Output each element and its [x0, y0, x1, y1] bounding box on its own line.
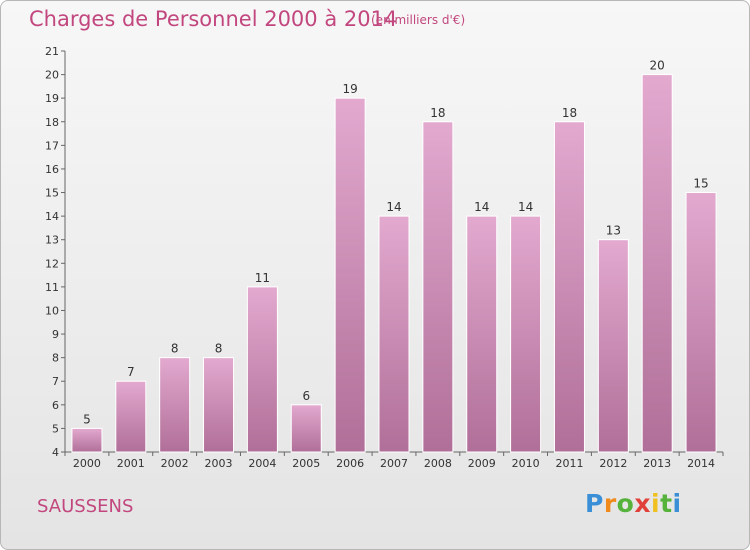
- data-label-2000: 5: [83, 412, 91, 426]
- y-tick-label: 6: [52, 399, 59, 412]
- x-tick-label: 2004: [248, 457, 276, 470]
- x-tick-label: 2001: [117, 457, 145, 470]
- bar-2005: [290, 404, 322, 453]
- x-tick-label: 2008: [424, 457, 452, 470]
- data-label-2005: 6: [302, 389, 310, 403]
- bar-2006: [334, 97, 366, 453]
- x-tick-label: 2013: [643, 457, 671, 470]
- data-label-2007: 14: [386, 200, 401, 214]
- bar-2008: [422, 121, 454, 453]
- y-tick-label: 13: [45, 234, 59, 247]
- y-tick-label: 11: [45, 281, 59, 294]
- commune-name: SAUSSENS: [37, 496, 134, 517]
- logo-letter: x: [634, 489, 651, 518]
- data-label-2013: 20: [650, 59, 665, 73]
- bar-2012: [597, 239, 629, 453]
- chart-title: Charges de Personnel 2000 à 2014: [29, 7, 398, 31]
- x-tick-label: 2002: [161, 457, 189, 470]
- bar-2010: [510, 215, 542, 453]
- y-tick-label: 4: [52, 446, 59, 459]
- y-tick-label: 18: [45, 116, 59, 129]
- y-tick-label: 10: [45, 304, 59, 317]
- x-tick-label: 2003: [205, 457, 233, 470]
- y-tick-label: 17: [45, 139, 59, 152]
- x-tick-label: 2011: [555, 457, 583, 470]
- bar-2011: [553, 121, 585, 453]
- bar-2014: [685, 192, 717, 453]
- bar-2000: [71, 427, 103, 453]
- bar-2007: [378, 215, 410, 453]
- y-tick-label: 8: [52, 352, 59, 365]
- bar-2013: [641, 74, 673, 453]
- x-tick-label: 2000: [73, 457, 101, 470]
- y-tick-label: 7: [52, 375, 59, 388]
- y-tick-label: 15: [45, 187, 59, 200]
- logo-letter: i: [651, 489, 661, 518]
- x-tick-label: 2010: [512, 457, 540, 470]
- data-label-2002: 8: [171, 342, 179, 356]
- data-label-2011: 18: [562, 106, 577, 120]
- x-tick-label: 2006: [336, 457, 364, 470]
- logo-letter: P: [585, 489, 604, 518]
- x-tick-label: 2012: [599, 457, 627, 470]
- logo-letter: t: [660, 489, 673, 518]
- y-tick-label: 12: [45, 257, 59, 270]
- y-tick-label: 5: [52, 422, 59, 435]
- logo-letter: r: [603, 489, 617, 518]
- data-label-2009: 14: [474, 200, 489, 214]
- chart-data-labels: 5 7 8 8 11 6 19 14 18 14 14 18 13 20 15: [83, 59, 709, 427]
- y-tick-label: 21: [45, 45, 59, 58]
- chart-axes: 4 5 6 7 8 9 10 11 12 13 14 15 16 17 18 19 20 21 2000 2001 20…: [45, 45, 724, 470]
- chart-bars: [71, 74, 717, 453]
- data-label-2003: 8: [215, 342, 223, 356]
- y-tick-label: 16: [45, 163, 59, 176]
- logo-letter: o: [616, 489, 635, 518]
- y-tick-label: 14: [45, 210, 59, 223]
- data-label-2004: 11: [255, 271, 270, 285]
- chart-unit-note: (en milliers d'€): [371, 13, 466, 27]
- proxiti-logo[interactable]: Proxiti: [585, 489, 682, 518]
- x-tick-label: 2014: [687, 457, 715, 470]
- bar-2003: [203, 357, 235, 453]
- data-label-2010: 14: [518, 200, 533, 214]
- data-label-2006: 19: [342, 82, 357, 96]
- x-tick-label: 2005: [292, 457, 320, 470]
- y-tick-label: 20: [45, 69, 59, 82]
- bar-2004: [246, 286, 278, 453]
- y-tick-label: 19: [45, 92, 59, 105]
- data-label-2014: 15: [693, 177, 708, 191]
- x-tick-label: 2007: [380, 457, 408, 470]
- bar-2002: [159, 357, 191, 453]
- bar-2001: [115, 380, 147, 453]
- logo-letter: i: [672, 489, 682, 518]
- data-label-2012: 13: [606, 224, 621, 238]
- bar-2009: [466, 215, 498, 453]
- data-label-2008: 18: [430, 106, 445, 120]
- data-label-2001: 7: [127, 365, 135, 379]
- x-tick-label: 2009: [468, 457, 496, 470]
- y-tick-label: 9: [52, 328, 59, 341]
